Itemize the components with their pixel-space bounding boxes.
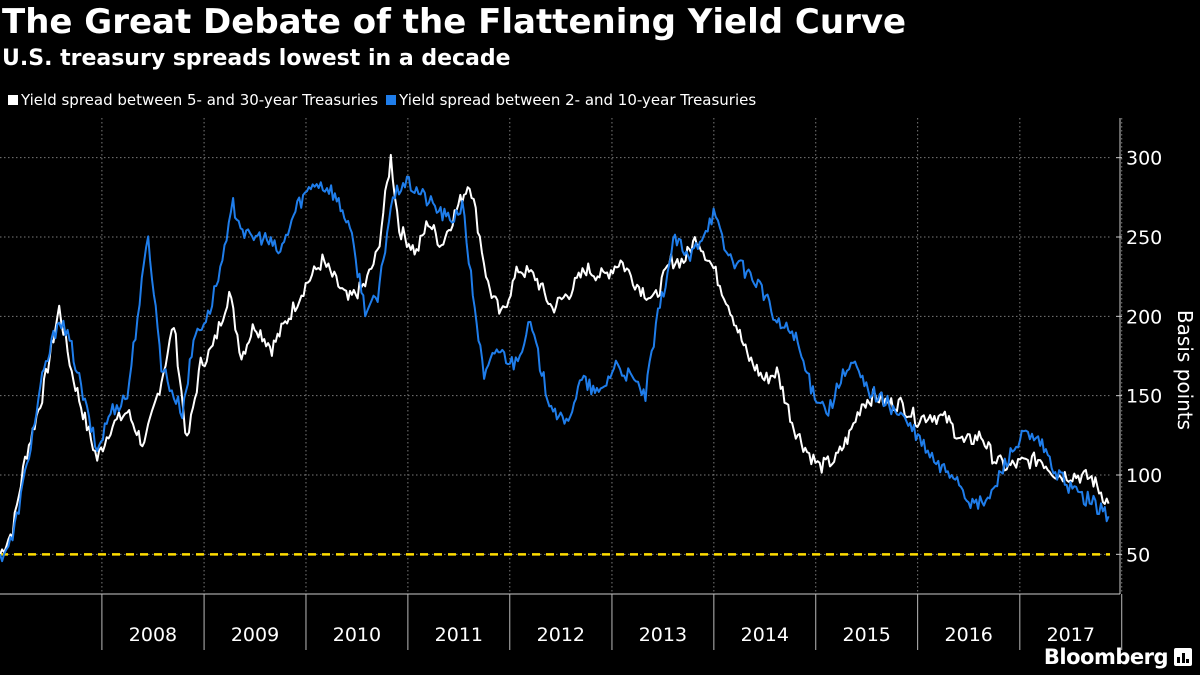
legend-label-2-10: Yield spread between 2- and 10-year Trea… [399,91,757,109]
chart-title: The Great Debate of the Flattening Yield… [2,2,907,42]
chart-subtitle: U.S. treasury spreads lowest in a decade [2,46,511,71]
legend-item-2-10: Yield spread between 2- and 10-year Trea… [386,91,756,109]
y-tick-label: 200 [1126,306,1162,328]
bloomberg-logo: Bloomberg [1044,645,1192,669]
y-tick-label: 100 [1126,465,1162,487]
y-tick-label: 150 [1126,386,1162,408]
legend-swatch-white-icon [8,95,18,105]
legend-item-5-30: Yield spread between 5- and 30-year Trea… [8,91,378,109]
y-tick-label: 300 [1126,148,1162,170]
x-tick-label: 2009 [231,624,279,646]
x-tick-label: 2008 [129,624,177,646]
x-tick-label: 2016 [945,624,993,646]
x-tick-label: 2012 [537,624,585,646]
x-tick-label: 2014 [741,624,789,646]
series-line-2-10 [0,175,1110,563]
grid [0,118,1123,594]
series-layer [0,153,1110,563]
x-tick-label: 2010 [333,624,381,646]
legend: Yield spread between 5- and 30-year Trea… [8,91,764,109]
y-axis-label: Basis points [1173,310,1197,430]
y-tick-label: 50 [1126,544,1150,566]
x-tick-label: 2017 [1047,624,1095,646]
x-tick-label: 2015 [843,624,891,646]
x-tick-label: 2011 [435,624,483,646]
legend-label-5-30: Yield spread between 5- and 30-year Trea… [21,91,379,109]
series-line-5-30 [0,153,1110,555]
legend-swatch-blue-icon [386,95,397,105]
y-tick-label: 250 [1126,227,1162,249]
x-tick-label: 2013 [639,624,687,646]
axes: 50 100 150 200 250 300 2008 2009 2010 2011 2012 201… [0,118,1162,650]
logo-text: Bloomberg [1043,645,1169,669]
bloomberg-bars-icon [1174,648,1192,666]
